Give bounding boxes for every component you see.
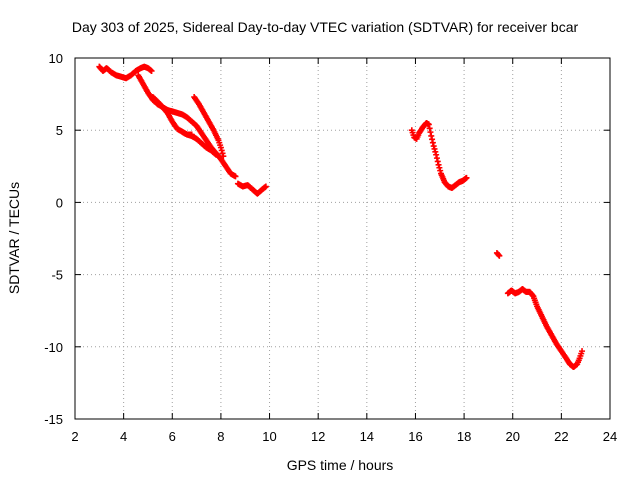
series-track-4 bbox=[179, 128, 195, 138]
x-tick-label: 16 bbox=[408, 429, 422, 444]
series-track-1 bbox=[96, 63, 155, 82]
series-track-6 bbox=[234, 180, 269, 197]
x-tick-label: 22 bbox=[554, 429, 568, 444]
y-tick-label: -15 bbox=[44, 412, 63, 427]
data-point bbox=[220, 153, 227, 160]
data-point bbox=[433, 155, 440, 162]
data-point bbox=[232, 173, 239, 180]
x-axis-label: GPS time / hours bbox=[287, 457, 394, 473]
data-point bbox=[436, 164, 443, 171]
y-axis-label: SDTVAR / TECUs bbox=[6, 182, 22, 294]
x-tick-label: 8 bbox=[217, 429, 224, 444]
data-point bbox=[496, 252, 503, 259]
data-point bbox=[430, 143, 437, 150]
x-tick-label: 10 bbox=[262, 429, 276, 444]
x-tick-label: 20 bbox=[505, 429, 519, 444]
data-point bbox=[432, 148, 439, 155]
y-tick-label: 0 bbox=[56, 195, 63, 210]
series-track-9 bbox=[504, 286, 586, 371]
y-tick-label: 10 bbox=[49, 51, 63, 66]
data-point bbox=[429, 139, 436, 146]
data-point bbox=[425, 121, 432, 128]
data-point bbox=[495, 251, 502, 258]
data-point bbox=[262, 183, 269, 190]
data-point bbox=[431, 145, 438, 152]
chart-title: Day 303 of 2025, Sidereal Day-to-day VTE… bbox=[72, 19, 579, 35]
data-point bbox=[434, 158, 441, 165]
data-point bbox=[219, 150, 226, 157]
data-point bbox=[437, 167, 444, 174]
y-tick-label: 5 bbox=[56, 123, 63, 138]
x-tick-label: 12 bbox=[311, 429, 325, 444]
data-point bbox=[148, 67, 155, 74]
data-point bbox=[426, 125, 433, 132]
data-point bbox=[213, 151, 220, 158]
y-tick-label: -10 bbox=[44, 340, 63, 355]
data-point bbox=[463, 174, 470, 181]
x-tick-label: 18 bbox=[457, 429, 471, 444]
data-point bbox=[217, 144, 224, 151]
x-tick-label: 24 bbox=[603, 429, 617, 444]
data-points bbox=[96, 63, 586, 371]
data-point bbox=[427, 129, 434, 136]
x-tick-label: 2 bbox=[71, 429, 78, 444]
data-point bbox=[188, 131, 195, 138]
grid-lines bbox=[75, 58, 610, 419]
x-tick-label: 14 bbox=[360, 429, 374, 444]
x-tick-label: 4 bbox=[120, 429, 127, 444]
series-track-2 bbox=[135, 72, 239, 180]
data-point bbox=[435, 161, 442, 168]
series-track-7 bbox=[408, 119, 470, 191]
series-track-5 bbox=[191, 93, 227, 160]
x-tick-label: 6 bbox=[169, 429, 176, 444]
data-point bbox=[428, 132, 435, 139]
plot-frame bbox=[74, 57, 611, 420]
data-point bbox=[218, 147, 225, 154]
series-track-8 bbox=[493, 249, 503, 259]
data-point bbox=[433, 151, 440, 158]
data-point bbox=[429, 136, 436, 143]
y-tick-label: -5 bbox=[51, 268, 63, 283]
data-point bbox=[579, 348, 586, 355]
